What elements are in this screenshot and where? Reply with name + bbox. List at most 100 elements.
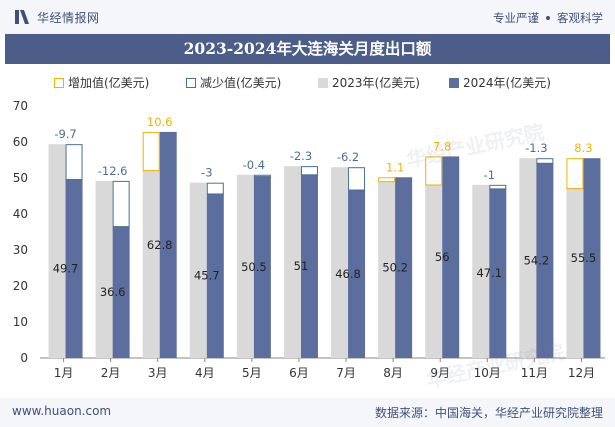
bar-2024 [348, 189, 366, 358]
x-axis-tick-label: 12月 [568, 366, 595, 380]
bar-2023 [378, 181, 396, 358]
legend-swatch-decrease [186, 77, 196, 88]
legend-swatch-2024 [449, 77, 459, 88]
value-label-2024: 45.7 [194, 269, 220, 283]
value-label-2024: 49.7 [53, 262, 79, 276]
x-axis-tick-label: 4月 [195, 366, 215, 380]
y-axis-tick-label: 70 [13, 99, 28, 113]
change-value-label: -1 [484, 168, 495, 182]
footer-website: www.huaon.com [12, 404, 112, 418]
chart-legend: 增加值(亿美元) 减少值(亿美元) 2023年(亿美元) 2024年(亿美元) [0, 74, 615, 92]
tagline: 专业严谨 客观科学 [493, 10, 603, 26]
y-axis-tick-label: 20 [13, 279, 28, 293]
y-axis-tick-label: 10 [13, 315, 28, 329]
value-label-2024: 54.2 [524, 253, 550, 267]
bar-2024 [253, 176, 271, 358]
legend-item-decrease: 减少值(亿美元) [186, 74, 281, 91]
decrease-marker [65, 144, 83, 181]
x-axis-tick-label: 6月 [289, 366, 309, 380]
change-value-label: 7.8 [433, 139, 451, 153]
bar-2023 [283, 166, 301, 358]
bar-chart: 0 10 20 30 40 50 60 70 1月 -9.7 49.7 2月 -12.6 36.6 3月 10… [13, 99, 605, 380]
bar-2023 [48, 144, 66, 358]
bar-2024 [583, 158, 601, 358]
increase-marker [425, 156, 443, 186]
legend-swatch-increase [54, 77, 64, 88]
brand: 华经情报网 [14, 9, 100, 26]
change-value-label: -1.3 [525, 141, 547, 155]
x-axis-tick-label: 9月 [430, 366, 450, 380]
value-label-2024: 50.5 [241, 260, 267, 274]
value-label-2024: 55.5 [571, 251, 597, 265]
bar-2023 [95, 180, 113, 358]
legend-label-decrease: 减少值(亿美元) [200, 76, 282, 90]
legend-label-2024: 2024年(亿美元) [463, 76, 551, 90]
legend-item-increase: 增加值(亿美元) [54, 74, 149, 91]
decrease-marker [300, 166, 318, 176]
increase-marker [142, 131, 160, 172]
x-axis-tick-label: 3月 [148, 366, 168, 380]
value-label-2024: 56 [435, 250, 450, 264]
x-axis-tick-label: 8月 [383, 366, 403, 380]
decrease-marker [206, 182, 224, 195]
y-axis-tick-label: 60 [13, 135, 28, 149]
chart-title: 2023-2024年大连海关月度出口额 [5, 34, 610, 64]
legend-label-2023: 2023年(亿美元) [332, 76, 420, 90]
legend-item-2023: 2023年(亿美元) [318, 74, 420, 91]
decrease-marker [489, 184, 507, 190]
y-axis-tick-label: 50 [13, 171, 28, 185]
y-axis-tick-label: 40 [13, 207, 28, 221]
legend-label-increase: 增加值(亿美元) [68, 76, 150, 90]
footer-source: 数据来源：中国海关，华经产业研究院整理 [374, 406, 603, 420]
change-value-label: -2.3 [290, 149, 312, 163]
bar-2024 [395, 177, 413, 358]
x-axis-tick-label: 11月 [521, 366, 548, 380]
brand-name: 华经情报网 [37, 10, 100, 25]
increase-marker [566, 158, 584, 190]
footer-bar: www.huaon.com 数据来源：中国海关，华经产业研究院整理 [0, 398, 615, 427]
value-label-2024: 47.1 [476, 266, 502, 280]
x-axis-tick-label: 5月 [242, 366, 262, 380]
change-value-label: -3 [201, 166, 212, 180]
x-axis-tick-label: 10月 [474, 366, 501, 380]
bar-2023 [331, 167, 349, 358]
top-header-bar: 华经情报网 专业严谨 客观科学 [0, 0, 615, 34]
change-value-label: -12.6 [98, 164, 128, 178]
decrease-marker [536, 158, 554, 164]
value-label-2024: 62.8 [147, 238, 173, 252]
y-axis-tick-label: 0 [20, 351, 28, 365]
bar-2023 [142, 170, 160, 358]
bar-2023 [519, 158, 537, 358]
x-axis-tick-label: 2月 [101, 366, 121, 380]
x-axis-tick-label: 7月 [336, 366, 356, 380]
value-label-2024: 50.2 [382, 261, 408, 275]
bar-2024 [489, 188, 507, 358]
bar-2023 [425, 184, 443, 358]
y-axis-tick-label: 30 [13, 243, 28, 257]
bar-2024 [442, 156, 460, 358]
legend-item-2024: 2024年(亿美元) [449, 74, 551, 91]
change-value-label: 8.3 [574, 141, 592, 155]
tagline-left: 专业严谨 [493, 11, 539, 25]
huajing-logo-icon [15, 10, 29, 24]
change-value-label: 1.1 [386, 160, 404, 174]
bar-2023 [472, 184, 490, 358]
x-axis-tick-label: 1月 [54, 366, 74, 380]
bar-2024 [300, 174, 318, 358]
tagline-separator-dot [546, 16, 550, 20]
change-value-label: -6.2 [337, 150, 359, 164]
legend-swatch-2023 [318, 77, 328, 88]
value-label-2024: 36.6 [100, 285, 126, 299]
bar-2024 [159, 131, 177, 358]
change-value-label: -0.4 [243, 158, 265, 172]
bar-2024 [65, 179, 83, 358]
bar-2023 [566, 188, 584, 358]
bar-2024 [206, 193, 224, 358]
change-value-label: 10.6 [147, 115, 173, 129]
decrease-marker [253, 174, 271, 178]
bar-2024 [536, 162, 554, 358]
decrease-marker [112, 180, 130, 228]
bar-2023 [189, 182, 207, 358]
tagline-right: 客观科学 [557, 11, 603, 25]
decrease-marker [348, 167, 366, 191]
